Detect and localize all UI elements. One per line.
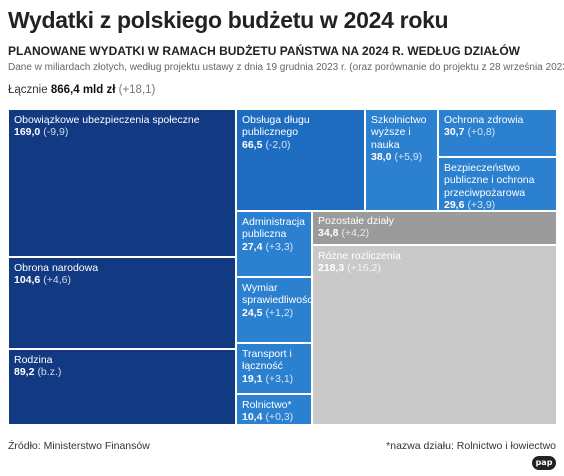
- treemap-tile: Obowiązkowe ubezpieczenia społeczne 169,0…: [8, 109, 236, 257]
- tile-value-line: 27,4 (+3,3): [242, 241, 293, 253]
- treemap-tile: Wymiar sprawiedliwości 24,5 (+1,2): [236, 277, 312, 343]
- tile-value: 218,3: [318, 262, 345, 275]
- tile-value-line: 38,0 (+5,9): [371, 151, 422, 163]
- tile-value: 89,2: [14, 366, 35, 379]
- treemap-tile: Ochrona zdrowia 30,7 (+0,8): [438, 109, 557, 157]
- treemap: Obowiązkowe ubezpieczenia społeczne 169,0…: [8, 109, 557, 425]
- tile-value: 169,0: [14, 126, 41, 139]
- tile-label: Różne rozliczenia: [318, 250, 401, 262]
- tile-value-line: 10,4 (+0,3): [242, 411, 293, 423]
- tile-value: 29,6: [444, 199, 465, 211]
- tile-change: (b.z.): [37, 366, 62, 379]
- chart-note: Dane w miliardach złotych, według projek…: [8, 62, 564, 73]
- tile-change: (+3,1): [265, 372, 294, 385]
- tile-label: Bezpieczeństwo publiczne i ochrona przec…: [444, 162, 535, 199]
- tile-change: (+3,9): [467, 199, 496, 211]
- tile-change: (+5,9): [394, 151, 423, 164]
- tile-label: Obsługa długu publicznego: [242, 114, 310, 139]
- tile-value: 30,7: [444, 126, 465, 139]
- tile-value: 10,4: [242, 411, 263, 424]
- treemap-tile: Transport i łączność 19,1 (+3,1): [236, 343, 312, 394]
- tile-value: 27,4: [242, 240, 263, 253]
- pap-logo: pap: [532, 456, 556, 470]
- tile-value-line: 218,3 (+16,2): [318, 262, 381, 274]
- treemap-tile: Rodzina 89,2 (b.z.): [8, 349, 236, 425]
- total-summary: Łącznie 866,4 mld zł (+18,1): [8, 84, 155, 96]
- tile-label: Rolnictwo*: [242, 399, 292, 411]
- tile-label: Transport i łączność: [242, 348, 292, 373]
- tile-value: 34,8: [318, 227, 339, 240]
- tile-value: 104,6: [14, 274, 41, 287]
- treemap-tile: Szkolnictwo wyższe i nauka 38,0 (+5,9): [365, 109, 438, 211]
- tile-value: 38,0: [371, 151, 392, 164]
- treemap-tile: Różne rozliczenia 218,3 (+16,2): [312, 245, 557, 425]
- treemap-tile: Pozostałe działy 34,8 (+4,2): [312, 211, 557, 245]
- footnote: *nazwa działu: Rolnictwo i łowiectwo: [386, 440, 556, 452]
- tile-value-line: 89,2 (b.z.): [14, 366, 61, 378]
- tile-label: Rodzina: [14, 354, 53, 366]
- tile-label: Obrona narodowa: [14, 262, 99, 274]
- chart-title: Wydatki z polskiego budżetu w 2024 roku: [8, 7, 449, 33]
- tile-change: (+0,3): [265, 411, 294, 424]
- tile-change: (-9,9): [43, 126, 69, 139]
- tile-label: Administracja publiczna: [242, 216, 306, 241]
- tile-value-line: 24,5 (+1,2): [242, 307, 293, 319]
- tile-label: Ochrona zdrowia: [444, 114, 524, 126]
- total-value: 866,4 mld zł: [50, 84, 116, 96]
- tile-value-line: 29,6 (+3,9): [444, 199, 496, 211]
- tile-change: (+4,2): [341, 227, 370, 240]
- tile-value-line: 19,1 (+3,1): [242, 373, 293, 385]
- tile-change: (+4,6): [43, 274, 72, 287]
- treemap-tile: Bezpieczeństwo publiczne i ochrona przec…: [438, 157, 557, 211]
- chart-subtitle: PLANOWANE WYDATKI W RAMACH BUDŻETU PAŃST…: [8, 44, 520, 58]
- treemap-tile: Administracja publiczna 27,4 (+3,3): [236, 211, 312, 277]
- tile-value-line: 34,8 (+4,2): [318, 227, 369, 239]
- treemap-tile: Obrona narodowa 104,6 (+4,6): [8, 257, 236, 349]
- tile-label: Wymiar sprawiedliwości: [242, 282, 312, 307]
- tile-value: 19,1: [242, 372, 263, 385]
- tile-label: Szkolnictwo wyższe i nauka: [371, 114, 427, 151]
- tile-value-line: 66,5 (-2,0): [242, 139, 291, 151]
- tile-label: Obowiązkowe ubezpieczenia społeczne: [14, 114, 200, 126]
- tile-change: (+16,2): [347, 262, 381, 275]
- treemap-tile: Rolnictwo* 10,4 (+0,3): [236, 394, 312, 425]
- source-note: Źródło: Ministerstwo Finansów: [8, 440, 150, 452]
- tile-value: 24,5: [242, 306, 263, 319]
- tile-value-line: 169,0 (-9,9): [14, 126, 68, 138]
- tile-change: (-2,0): [265, 138, 291, 151]
- tile-label: Pozostałe działy: [318, 215, 394, 227]
- total-label: Łącznie: [8, 84, 48, 96]
- tile-change: (+0,8): [467, 126, 496, 139]
- tile-value-line: 30,7 (+0,8): [444, 126, 495, 138]
- total-change: (+18,1): [118, 84, 156, 96]
- tile-value: 66,5: [242, 138, 263, 151]
- tile-change: (+3,3): [265, 240, 294, 253]
- tile-value-line: 104,6 (+4,6): [14, 274, 71, 286]
- tile-change: (+1,2): [265, 306, 294, 319]
- treemap-tile: Obsługa długu publicznego 66,5 (-2,0): [236, 109, 365, 211]
